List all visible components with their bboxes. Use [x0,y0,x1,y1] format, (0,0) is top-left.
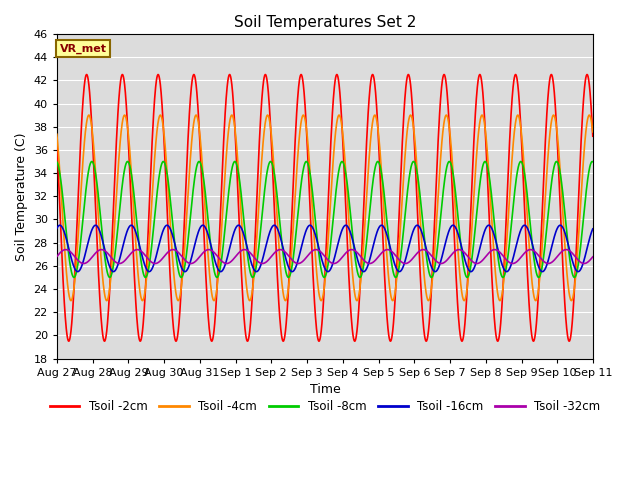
Tsoil -8cm [203,204,211,210]
Tsoil -32cm [353,249,360,254]
Title: Soil Temperatures Set 2: Soil Temperatures Set 2 [234,15,416,30]
Tsoil -4cm [589,129,596,135]
Tsoil -2cm [203,291,211,297]
Tsoil -4cm [481,123,488,129]
Tsoil -2cm [340,176,348,182]
Tsoil -16cm [589,226,596,232]
Line: Tsoil -16cm: Tsoil -16cm [57,225,593,272]
Tsoil -32cm [542,260,550,266]
Tsoil -8cm [589,159,596,165]
Tsoil -8cm [70,275,78,280]
Tsoil -8cm [557,174,564,180]
Tsoil -32cm [62,247,70,252]
Tsoil -4cm [542,185,550,191]
Tsoil -32cm [340,252,348,257]
Tsoil -16cm [542,264,550,270]
Tsoil -16cm [56,222,63,228]
Tsoil -16cm [353,252,360,257]
Tsoil -4cm [85,112,93,118]
Tsoil -4cm [67,298,75,303]
Tsoil -2cm [65,338,72,344]
Line: Tsoil -32cm: Tsoil -32cm [57,250,593,264]
Tsoil -16cm [481,228,488,234]
Tsoil -32cm [203,247,211,253]
Tsoil -4cm [557,177,564,183]
Tsoil -32cm [589,254,596,260]
Tsoil -8cm [53,159,61,165]
Text: VR_met: VR_met [60,44,106,54]
Tsoil -16cm [74,269,81,275]
Tsoil -8cm [340,164,348,170]
Tsoil -2cm [542,129,550,134]
Line: Tsoil -4cm: Tsoil -4cm [57,115,593,300]
Tsoil -16cm [203,228,211,234]
Tsoil -4cm [203,233,211,239]
Tsoil -2cm [557,216,564,222]
Tsoil -8cm [481,159,488,165]
Line: Tsoil -8cm: Tsoil -8cm [57,161,593,277]
Tsoil -2cm [83,72,90,77]
Tsoil -16cm [340,223,348,228]
Tsoil -16cm [557,222,564,228]
Tsoil -32cm [481,255,488,261]
Tsoil -32cm [53,253,61,259]
Tsoil -16cm [53,226,61,231]
Tsoil -32cm [80,261,88,266]
Tsoil -2cm [53,138,61,144]
Y-axis label: Soil Temperature (C): Soil Temperature (C) [15,132,28,261]
Tsoil -4cm [353,297,360,303]
Tsoil -4cm [340,152,348,157]
Tsoil -2cm [481,119,488,125]
Tsoil -8cm [88,158,95,164]
Line: Tsoil -2cm: Tsoil -2cm [57,74,593,341]
Legend: Tsoil -2cm, Tsoil -4cm, Tsoil -8cm, Tsoil -16cm, Tsoil -32cm: Tsoil -2cm, Tsoil -4cm, Tsoil -8cm, Tsoi… [45,395,605,418]
X-axis label: Time: Time [310,383,340,396]
Tsoil -2cm [589,133,596,139]
Tsoil -4cm [53,132,61,137]
Tsoil -2cm [353,334,360,339]
Tsoil -32cm [557,250,564,255]
Tsoil -8cm [353,263,360,268]
Tsoil -8cm [542,234,550,240]
